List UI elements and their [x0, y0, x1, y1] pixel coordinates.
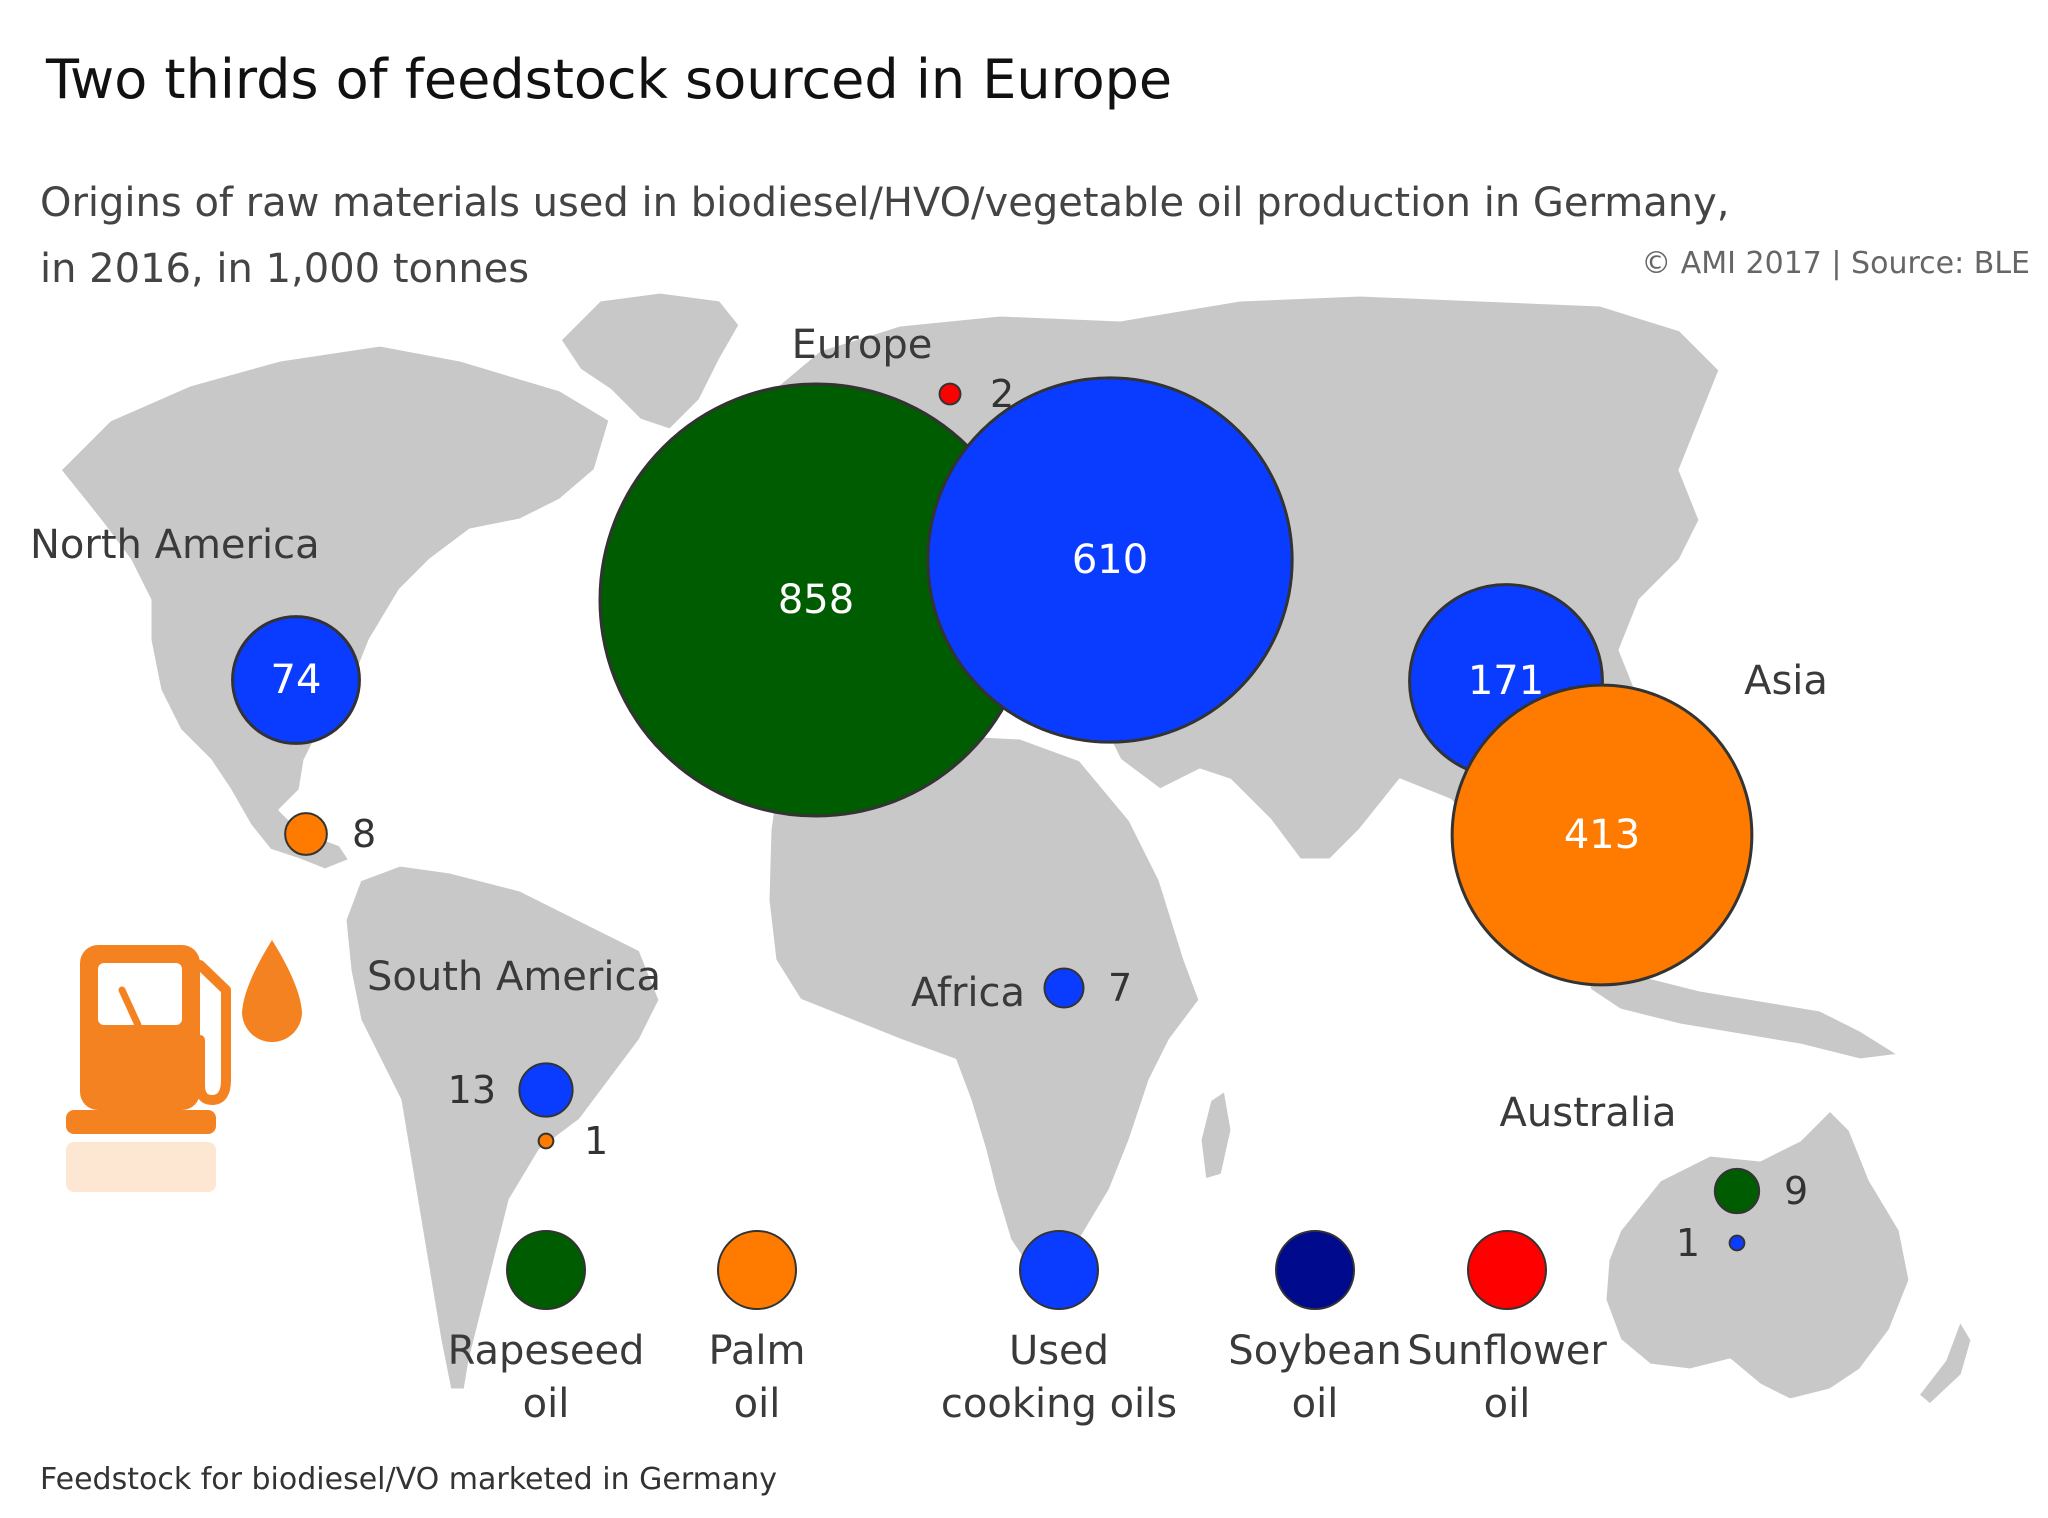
legend-swatch-soybean-oil: [1275, 1230, 1355, 1310]
data-label-north-america-used-cooking-oils: 74: [271, 657, 322, 703]
landmass-indonesia: [1578, 958, 1902, 1062]
region-labels-layer: Europe North America Asia South America Afri…: [30, 322, 1828, 1136]
legend-label-soybean-oil: Soybean oil: [1228, 1328, 1401, 1427]
chart-subtitle: Origins of raw materials used in biodies…: [40, 170, 1730, 302]
landmass-new-zealand: [1916, 1318, 1974, 1407]
bubble-europe-used-cooking-oils: [926, 376, 1294, 744]
chart-subtitle-line-2: in 2016, in 1,000 tonnes: [40, 246, 530, 292]
data-label-europe-sunflower-oil: 2: [990, 372, 1014, 416]
bubble-south-america-used-cooking-oils: [518, 1062, 574, 1118]
region-label-europe: Europe: [792, 322, 933, 368]
data-label-europe-used-cooking-oils: 610: [1072, 537, 1148, 583]
region-label-asia: Asia: [1744, 658, 1828, 704]
data-label-south-america-used-cooking-oils: 13: [448, 1068, 496, 1112]
data-label-asia-used-cooking-oils: 171: [1468, 658, 1544, 704]
region-label-australia: Australia: [1500, 1090, 1677, 1136]
legend-swatch-used-cooking-oils: [1019, 1230, 1099, 1310]
legend-label-rapeseed-oil: Rapeseed oil: [448, 1328, 645, 1427]
landmass-south-america: [343, 863, 662, 1392]
bubble-north-america-used-cooking-oils: [231, 615, 361, 745]
landmass-greenland: [558, 290, 742, 432]
landmass-australia: [1603, 1108, 1912, 1402]
data-label-australia-rapeseed-oil: 9: [1784, 1169, 1808, 1213]
data-label-australia-used-cooking-oils: 1: [1676, 1221, 1700, 1265]
chart-title: Two thirds of feedstock sourced in Europ…: [46, 48, 1173, 111]
legend-swatch-palm-oil: [717, 1230, 797, 1310]
bubble-australia-rapeseed-oil: [1713, 1167, 1761, 1215]
footnote: Feedstock for biodiesel/VO marketed in G…: [40, 1462, 778, 1497]
region-label-north-america: North America: [30, 522, 320, 568]
bubble-south-america-palm-oil: [537, 1132, 555, 1150]
chart-subtitle-line-1: Origins of raw materials used in biodies…: [40, 180, 1730, 226]
bubble-australia-used-cooking-oils: [1728, 1234, 1746, 1252]
bubble-africa-used-cooking-oils: [1043, 967, 1085, 1009]
data-label-europe-rapeseed-oil: 858: [778, 577, 854, 623]
bubble-europe-sunflower-oil: [938, 382, 962, 406]
data-label-africa-used-cooking-oils: 7: [1108, 966, 1132, 1010]
data-label-north-america-palm-oil: 8: [352, 812, 376, 856]
legend-swatch-rapeseed-oil: [506, 1230, 586, 1310]
legend-label-palm-oil: Palm oil: [709, 1328, 806, 1427]
legend: Rapeseed oil Palm oil Used cooking oils Soybea…: [448, 1230, 1607, 1427]
region-label-africa: Africa: [911, 970, 1025, 1016]
source-note: © AMI 2017 | Source: BLE: [1641, 246, 2030, 281]
bubble-north-america-palm-oil: [284, 812, 328, 856]
data-label-asia-palm-oil: 413: [1564, 812, 1640, 858]
landmass-madagascar: [1198, 1088, 1234, 1182]
legend-label-used-cooking-oils: Used cooking oils: [941, 1328, 1177, 1427]
legend-label-sunflower-oil: Sunflower oil: [1407, 1328, 1607, 1427]
region-label-south-america: South America: [367, 954, 661, 1000]
fuel-pump-icon: [66, 940, 302, 1192]
legend-swatch-sunflower-oil: [1467, 1230, 1547, 1310]
landmass-north-america: [58, 343, 612, 872]
bubble-asia-palm-oil: [1450, 683, 1754, 987]
data-label-south-america-palm-oil: 1: [584, 1119, 608, 1163]
